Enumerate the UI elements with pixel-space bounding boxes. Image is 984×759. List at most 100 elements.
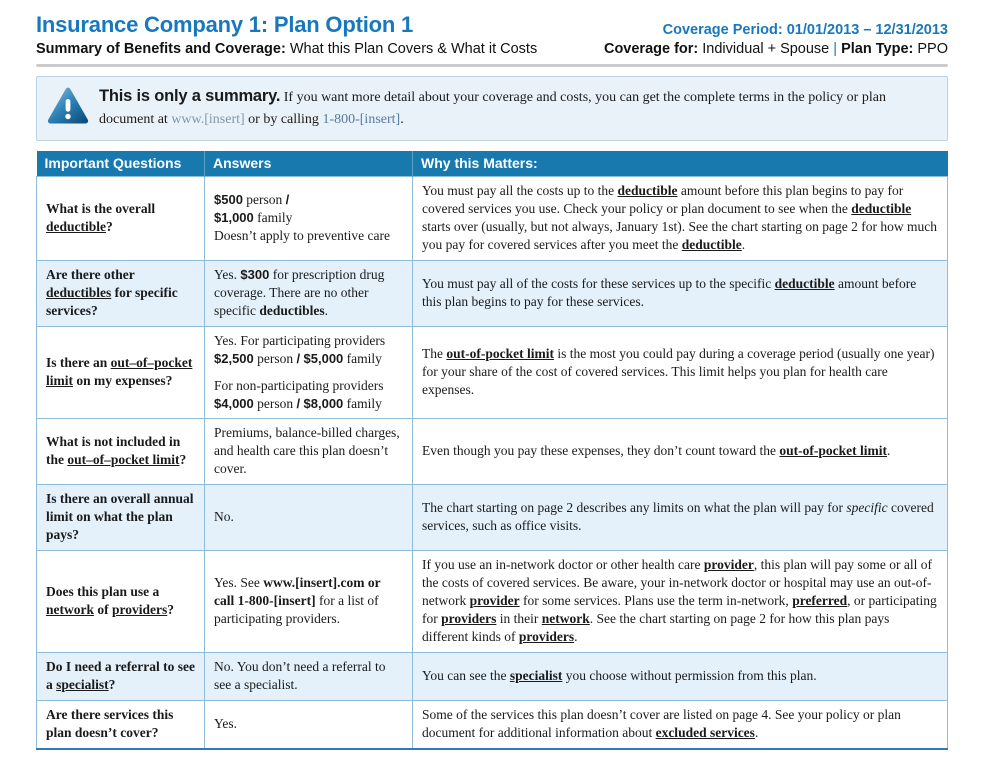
text-segment: The	[422, 346, 447, 362]
document-footer: Questions: Call 1-800-[insert] or visit …	[36, 757, 948, 759]
text-segment: Is there an overall annual limit on what…	[46, 491, 194, 543]
text-segment: out-of-pocket limit	[446, 346, 554, 362]
table-row: Do I need a referral to see a specialist…	[36, 651, 948, 701]
text-segment: Individual + Spouse	[698, 41, 834, 57]
summary-banner-body: If you want more detail about your cover…	[99, 90, 886, 127]
text-segment: $8,000	[303, 395, 344, 411]
text-segment: deductible	[617, 183, 678, 198]
question-cell: What is the overall deductible?	[36, 176, 205, 261]
answer-cell: No. You don’t need a referral to see a s…	[204, 651, 413, 701]
warning-triangle-icon	[47, 86, 91, 131]
omb-line: OMB Control Numbers 1545-2229,	[772, 757, 897, 759]
cell-paragraph: Is there an out–of–pocket limit on my ex…	[46, 354, 195, 390]
text-segment: amount before this plan begins to pay fo…	[422, 275, 917, 309]
cell-paragraph: You can see the specialist you choose wi…	[422, 667, 938, 685]
answer-cell: Premiums, balance-billed charges, and he…	[204, 418, 413, 486]
text-segment: Plan Type:	[841, 41, 914, 57]
text-segment: on my expenses?	[73, 373, 173, 389]
text-segment: specialist	[509, 667, 563, 683]
text-segment: You can see the	[422, 667, 510, 683]
text-segment: in their	[496, 611, 542, 627]
question-cell: Does this plan use a network of provider…	[36, 550, 205, 653]
cell-paragraph: What is the overall deductible?	[46, 200, 195, 236]
text-segment: deductibles	[259, 302, 325, 318]
web-link[interactable]: www.[insert]	[253, 758, 317, 759]
text-segment: you choose without permission from this …	[562, 667, 817, 683]
text-segment: out-of-pocket limit	[779, 443, 888, 459]
cell-paragraph: No. You don’t need a referral to see a s…	[214, 658, 403, 694]
answer-cell: Yes. $300 for prescription drug coverage…	[204, 259, 413, 327]
text-segment: is the most you could pay during a cover…	[422, 346, 935, 398]
coverage-for: Coverage for: Individual + Spouse | Plan…	[604, 41, 948, 57]
text-segment: ?	[167, 602, 175, 618]
text-segment: deductible	[46, 218, 107, 234]
omb-control-numbers: OMB Control Numbers 1545-2229, 1210-0147…	[772, 757, 897, 759]
text-segment: Doesn’t apply to preventive care	[214, 227, 390, 243]
text-segment: family	[343, 395, 382, 411]
text-segment: . See the chart starting on page 2 for h…	[422, 611, 890, 645]
why-cell: You can see the specialist you choose wi…	[412, 651, 948, 701]
text-segment: If you use an in-network doctor or other…	[422, 557, 704, 573]
table-row: What is the overall deductible? $500 pers…	[36, 176, 948, 261]
text-segment: .	[324, 302, 328, 318]
text-segment: deductible	[774, 275, 835, 291]
cell-paragraph: The out-of-pocket limit is the most you …	[422, 345, 938, 399]
cell-paragraph: For non-participating providers $4,000 pe…	[214, 377, 403, 413]
text-segment: person	[253, 395, 297, 411]
cell-paragraph: You must pay all of the costs for these …	[422, 275, 938, 311]
text-segment: What is not included in the	[46, 434, 181, 468]
cell-paragraph: Yes. For participating providers $2,500 p…	[214, 332, 403, 368]
column-header-important-questions: Important Questions	[36, 151, 205, 177]
table-row: Is there an out–of–pocket limit on my ex…	[36, 325, 948, 420]
text-segment: Yes.	[214, 715, 238, 731]
text-segment: Is there an	[46, 355, 111, 371]
text-segment: You must pay all of the costs for these …	[422, 275, 775, 291]
cell-paragraph: You must pay all the costs up to the ded…	[422, 182, 938, 254]
text-segment: Are there other	[46, 266, 135, 282]
text-segment: What this Plan Covers & What it Costs	[285, 41, 538, 57]
question-cell: Are there other deductibles for specific…	[36, 259, 205, 327]
question-cell: What is not included in the out–of–pocke…	[36, 418, 205, 486]
cell-paragraph: $500 person / $1,000 family Doesn’t apply …	[214, 191, 403, 245]
text-segment: www.[insert].com or call 1-800-[insert]	[214, 575, 381, 609]
text-segment: PPO	[913, 41, 948, 57]
text-segment: deductible	[851, 200, 912, 216]
text-segment: ?	[108, 676, 116, 692]
web-link[interactable]: www.[insert]	[171, 111, 245, 127]
text-segment: provider	[703, 557, 754, 573]
cell-paragraph: Premiums, balance-billed charges, and he…	[214, 424, 403, 478]
important-questions-table: Important Questions Answers Why this Mat…	[36, 151, 948, 750]
text-segment: You must pay all the costs up to the	[422, 183, 618, 198]
text-segment: specific	[846, 500, 888, 516]
cell-paragraph: No.	[214, 508, 403, 526]
cell-paragraph: The chart starting on page 2 describes a…	[422, 499, 938, 535]
question-cell: Do I need a referral to see a specialist…	[36, 651, 205, 701]
text-segment: $1,000	[214, 209, 254, 225]
text-segment: person	[242, 191, 286, 207]
text-segment: or by calling	[244, 111, 323, 127]
text-segment: for some services. Plans use the term in…	[519, 593, 793, 609]
text-segment: , or participating for	[422, 593, 937, 627]
text-segment: $4,000	[214, 395, 254, 411]
text-segment: No. You don’t need a referral to see a s…	[214, 658, 386, 692]
text-segment: Do I need a referral to see a	[46, 658, 195, 692]
document-subheader: Summary of Benefits and Coverage: What t…	[36, 41, 948, 57]
text-segment: excluded services	[655, 724, 755, 740]
why-cell: The chart starting on page 2 describes a…	[412, 484, 948, 552]
omb-block: OMB Control Numbers 1545-2229, 1210-0147…	[772, 757, 897, 759]
text-segment: Yes.	[214, 266, 241, 282]
answer-cell: Yes. See www.[insert].com or call 1-800-…	[204, 550, 413, 653]
text-segment: For non-participating providers	[214, 377, 384, 393]
phone-link[interactable]: 1-800-[insert]	[322, 111, 401, 127]
cell-paragraph: Do I need a referral to see a specialist…	[46, 658, 195, 694]
text-segment: for specific services?	[46, 284, 178, 318]
table-header-row: Important Questions Answers Why this Mat…	[36, 151, 948, 177]
text-segment: family	[253, 209, 293, 225]
answer-cell: Yes. For participating providers $2,500 p…	[204, 325, 413, 420]
text-segment: Yes. See	[214, 575, 264, 591]
phone-link[interactable]: 1-800-[insert]	[118, 758, 186, 759]
text-segment: deductibles	[46, 284, 112, 300]
text-segment: or visit us at	[186, 758, 252, 759]
text-segment: Questions:	[36, 758, 92, 759]
text-segment: .	[400, 111, 404, 127]
